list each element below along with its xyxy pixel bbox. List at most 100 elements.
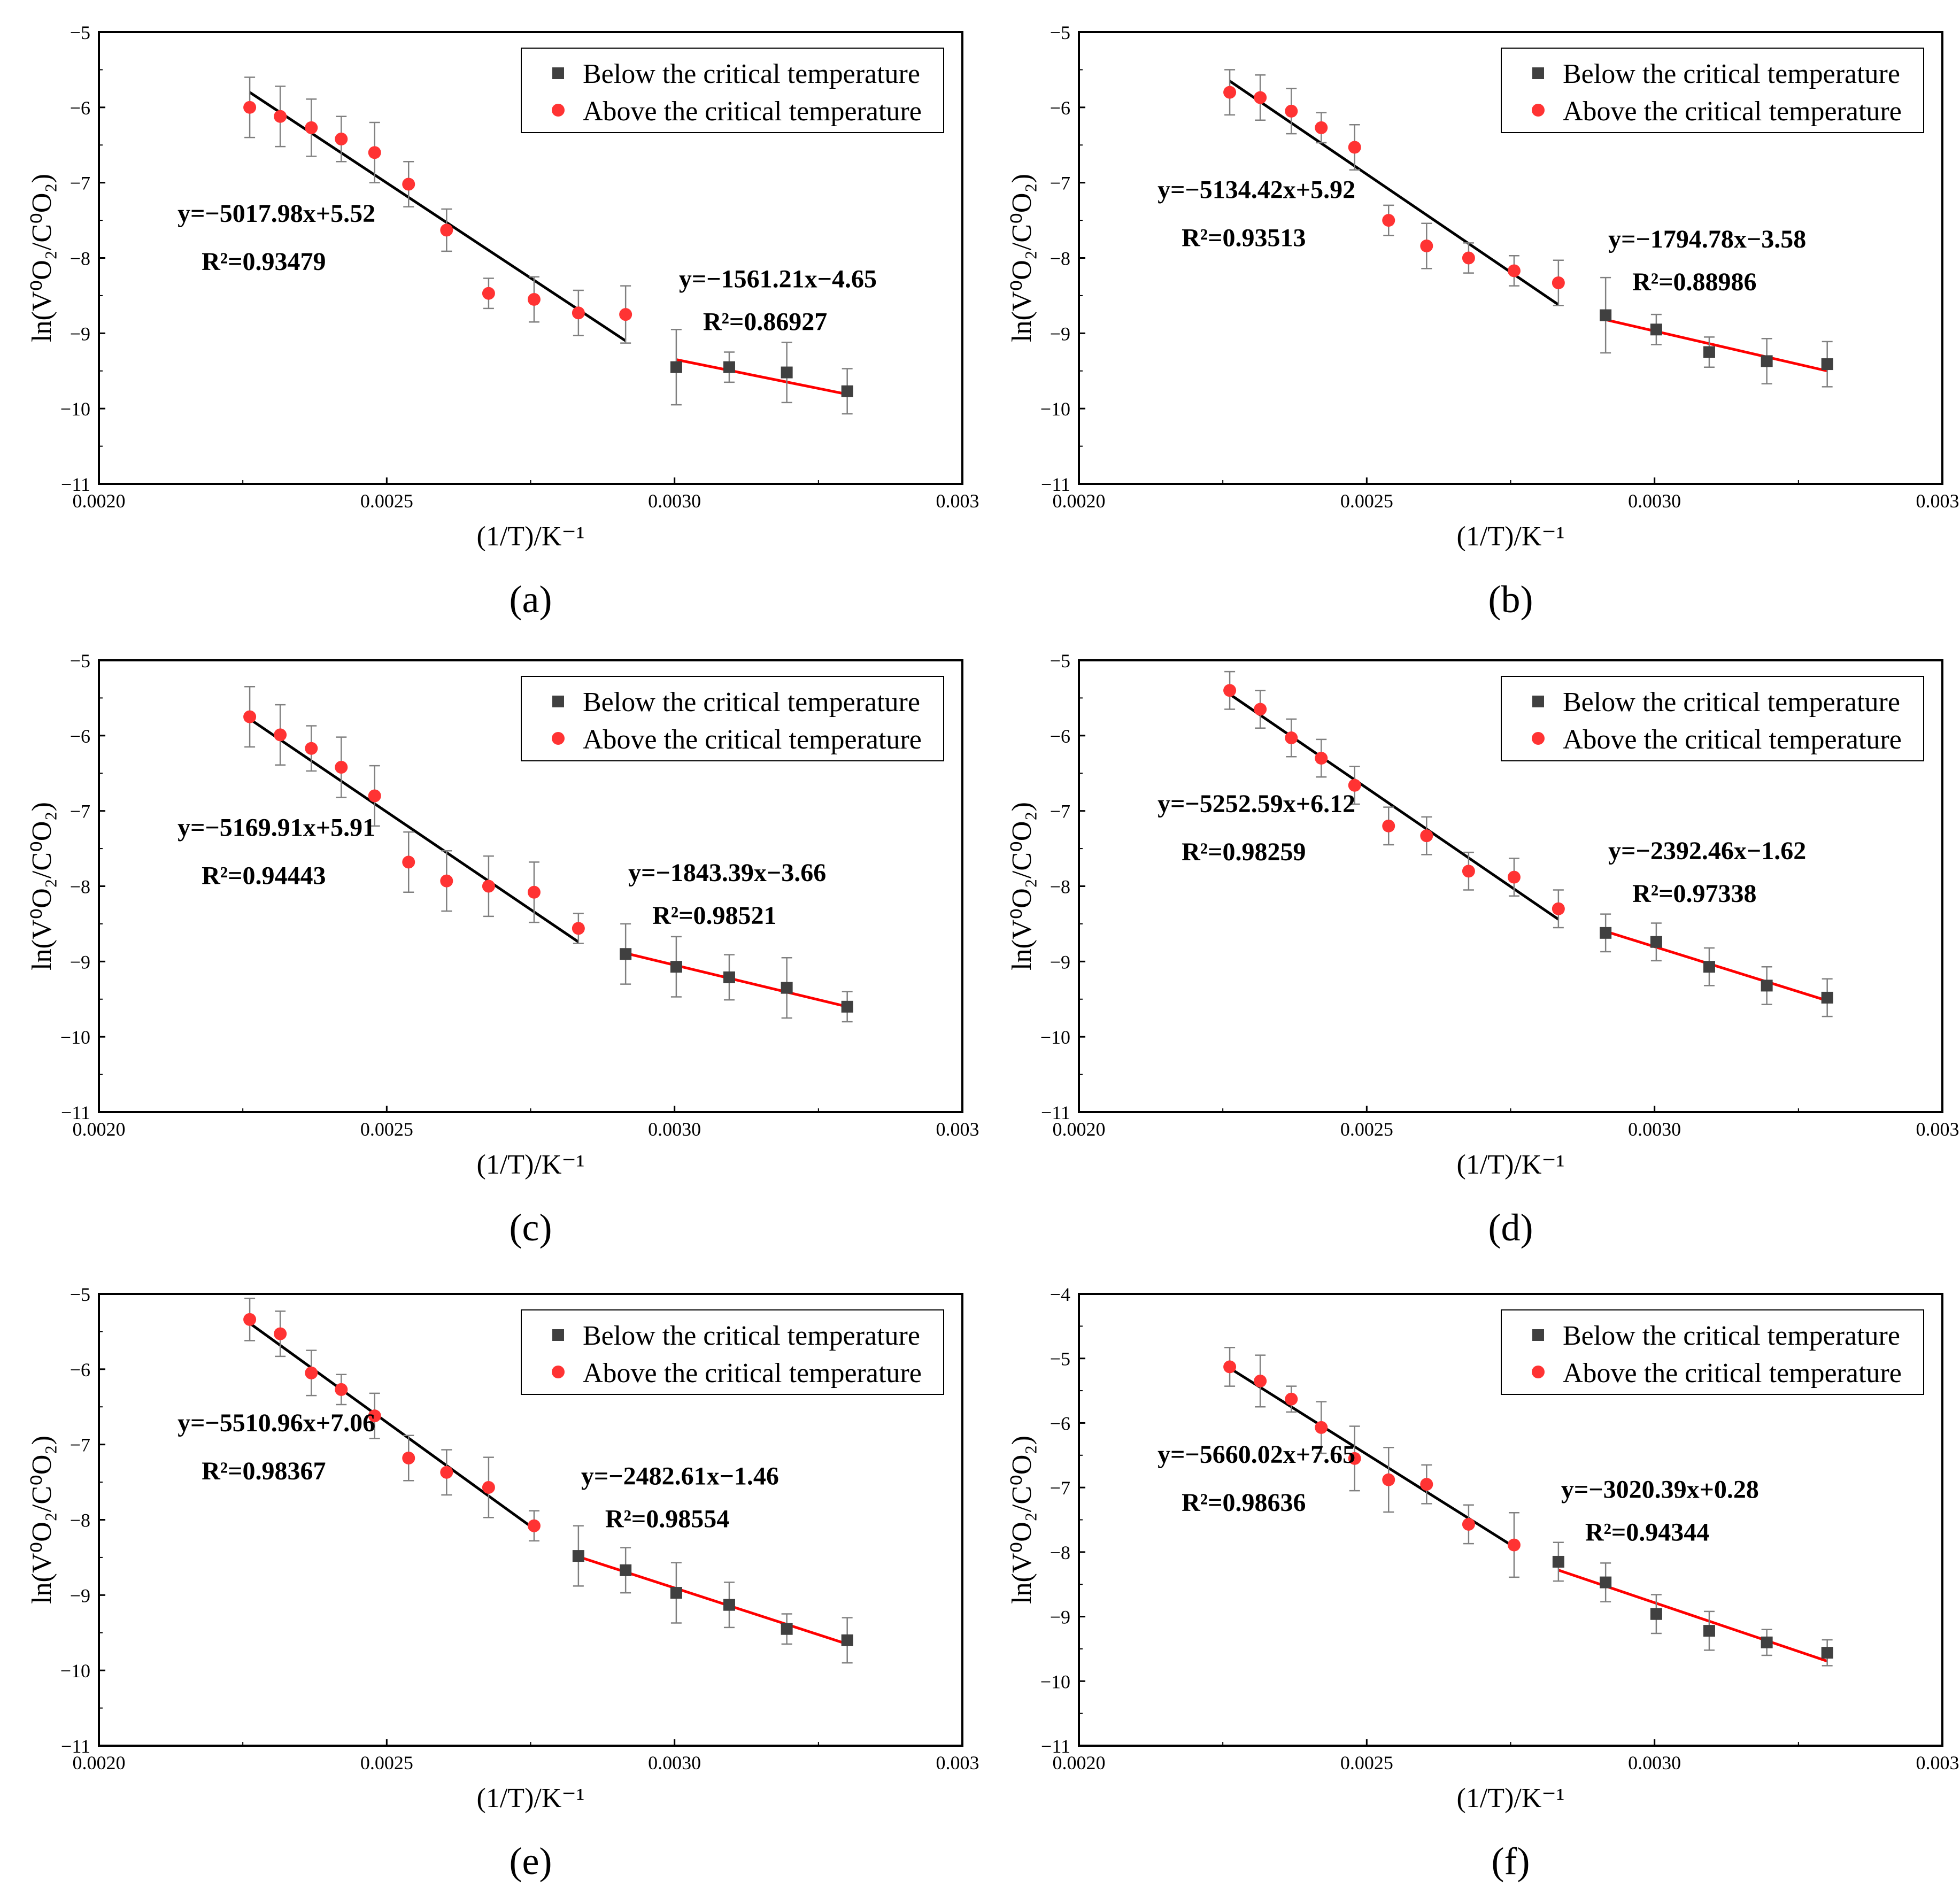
y-tick-label: −11	[1041, 1102, 1070, 1123]
legend-label-below: Below the critical temperature	[583, 59, 920, 89]
data-point-above	[1223, 684, 1237, 697]
data-point-above	[1552, 276, 1565, 289]
y-tick-label: −8	[1050, 876, 1070, 898]
panel-label: (a)	[510, 578, 552, 621]
r-squared-high-temp: R²=0.93479	[202, 248, 326, 276]
data-point-below	[781, 1623, 793, 1635]
x-tick-label: 0.0025	[360, 490, 413, 512]
panel-label: (b)	[1488, 578, 1533, 621]
data-point-above	[619, 308, 632, 321]
data-point-above	[1315, 1421, 1328, 1434]
legend-label-below: Below the critical temperature	[583, 687, 920, 718]
y-axis-label: ln(V⁰O₂/C⁰O₂)	[1007, 1436, 1037, 1604]
data-point-above	[368, 789, 381, 803]
data-point-above	[1348, 1452, 1361, 1465]
data-point-below	[1761, 1636, 1773, 1648]
data-point-above	[243, 1313, 257, 1326]
legend-marker-above	[1532, 1366, 1545, 1378]
equation-low-temp: y=−3020.39x+0.28	[1561, 1476, 1759, 1504]
data-point-below	[1703, 961, 1715, 973]
panel-label: (f)	[1492, 1840, 1530, 1883]
x-tick-label: 0.0025	[1340, 1752, 1393, 1773]
data-point-above	[1254, 703, 1267, 716]
x-tick-label: 0.0025	[1340, 1119, 1393, 1140]
x-tick-label: 0.0030	[648, 1119, 701, 1140]
y-tick-label: −10	[60, 1027, 90, 1048]
data-point-above	[402, 855, 415, 869]
data-point-below	[1650, 936, 1662, 948]
data-point-above	[572, 922, 585, 935]
data-point-below	[1703, 346, 1715, 358]
data-point-above	[274, 110, 287, 123]
data-point-below	[1821, 1647, 1833, 1659]
r-squared-low-temp: R²=0.86927	[703, 308, 827, 336]
y-tick-label: −8	[70, 1510, 90, 1531]
data-point-above	[402, 178, 415, 191]
x-tick-label: 0.0020	[73, 1119, 126, 1140]
x-tick-label: 0.0035	[1916, 1752, 1960, 1773]
x-tick-label: 0.0030	[648, 490, 701, 512]
legend-label-above: Above the critical temperature	[583, 1358, 922, 1389]
data-point-above	[527, 292, 541, 306]
data-point-below	[723, 361, 735, 373]
panel-c: 0.0020 0.0025 0.0030 0.0035 −5 −6 −7 −8 −9 −10 −11…	[0, 628, 980, 1259]
r-squared-high-temp: R²=0.98367	[202, 1457, 326, 1485]
data-point-above	[482, 287, 495, 300]
y-tick-label: −7	[70, 1435, 90, 1456]
x-axis-label: (1/T)/K⁻¹	[477, 1783, 585, 1814]
data-point-below	[841, 1000, 853, 1013]
legend-marker-below	[1532, 67, 1544, 79]
x-tick-label: 0.0035	[936, 490, 981, 512]
data-point-below	[723, 971, 735, 983]
data-point-below	[1821, 991, 1833, 1004]
data-point-below	[781, 982, 793, 994]
r-squared-high-temp: R²=0.98636	[1182, 1489, 1306, 1517]
fit-line-low-temp	[578, 1555, 848, 1646]
y-axis-label: ln(V⁰O₂/C⁰O₂)	[1007, 802, 1037, 970]
fit-line-low-temp	[1558, 1569, 1828, 1663]
y-tick-label: −9	[1050, 951, 1070, 973]
data-point-above	[1420, 239, 1433, 252]
data-point-below	[781, 366, 793, 379]
equation-high-temp: y=−5134.42x+5.92	[1158, 176, 1355, 204]
legend-label-above: Above the critical temperature	[583, 724, 922, 755]
y-tick-label: −6	[70, 1359, 90, 1381]
data-point-above	[1382, 819, 1395, 832]
x-tick-label: 0.0025	[360, 1752, 413, 1773]
data-point-above	[274, 728, 287, 742]
data-point-above	[243, 101, 257, 114]
fit-line-low-temp	[676, 358, 848, 396]
panel-e: 0.0020 0.0025 0.0030 0.0035 −5 −6 −7 −8 −9 −10 −11…	[0, 1262, 980, 1893]
legend-marker-above	[1532, 104, 1545, 117]
y-tick-label: −7	[1050, 801, 1070, 822]
r-squared-low-temp: R²=0.88986	[1632, 268, 1756, 296]
r-squared-high-temp: R²=0.94443	[202, 861, 326, 890]
equation-low-temp: y=−2482.61x−1.46	[581, 1462, 779, 1491]
data-point-above	[1315, 121, 1328, 134]
y-tick-label: −11	[61, 1102, 90, 1123]
y-tick-label: −8	[70, 248, 90, 269]
legend-box	[521, 1309, 944, 1395]
y-tick-label: −11	[1041, 1736, 1070, 1757]
y-tick-label: −9	[1050, 323, 1070, 344]
y-tick-label: −6	[1050, 97, 1070, 119]
x-tick-label: 0.0020	[73, 1752, 126, 1773]
legend-label-above: Above the critical temperature	[1563, 1358, 1902, 1389]
panel-b: 0.0020 0.0025 0.0030 0.0035 −5 −6 −7 −8 −9 −10 −11…	[980, 0, 1960, 631]
data-point-above	[1223, 86, 1237, 99]
data-point-above	[1315, 752, 1328, 765]
data-point-above	[1462, 251, 1475, 265]
chart-e: 0.0020 0.0025 0.0030 0.0035 −5 −6 −7 −8 −9 −10 −11…	[27, 1284, 980, 1883]
data-point-above	[1420, 1478, 1433, 1491]
data-point-above	[1382, 214, 1395, 227]
x-axis-label: (1/T)/K⁻¹	[1457, 1783, 1565, 1814]
data-point-above	[440, 223, 453, 237]
data-point-above	[482, 880, 495, 893]
fit-line-high-temp	[1229, 1367, 1515, 1548]
r-squared-high-temp: R²=0.93513	[1182, 224, 1306, 252]
data-point-below	[1650, 1608, 1662, 1620]
y-tick-label: −10	[1040, 398, 1070, 420]
panel-d: 0.0020 0.0025 0.0030 0.0035 −5 −6 −7 −8 −9 −10 −11…	[980, 628, 1960, 1259]
panel-label: (d)	[1488, 1206, 1533, 1249]
